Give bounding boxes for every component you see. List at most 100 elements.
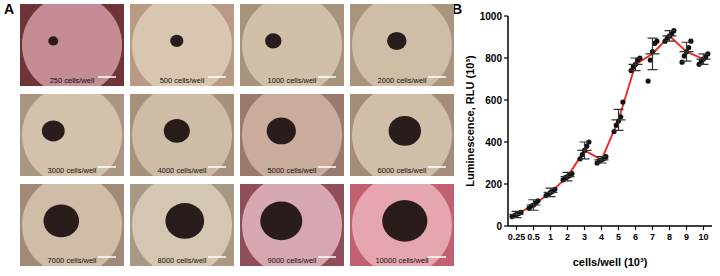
y-tick xyxy=(504,15,508,16)
x-tick-label: 8 xyxy=(667,232,672,242)
caption: 500 cells/well xyxy=(160,76,205,85)
well xyxy=(242,94,342,176)
error-bar xyxy=(595,157,609,163)
x-tick-label: 4 xyxy=(599,232,604,242)
replicate-point xyxy=(612,129,617,134)
micrograph: 10000 cells/well xyxy=(350,175,454,275)
caption: 2000 cells/well xyxy=(378,76,427,85)
replicate-point xyxy=(680,60,685,65)
scale-bar xyxy=(428,166,446,168)
y-tick xyxy=(504,183,508,184)
replicate-point xyxy=(646,79,651,84)
x-tick xyxy=(669,226,670,230)
x-tick-label: 7 xyxy=(650,232,655,242)
replicate-point xyxy=(654,39,659,44)
well xyxy=(22,94,122,176)
y-axis-label: Luminescence, RLU (10³) xyxy=(464,55,476,187)
image xyxy=(130,184,234,266)
y-tick-label: 1000 xyxy=(480,11,503,22)
well xyxy=(22,4,122,86)
replicate-point xyxy=(620,100,625,105)
well xyxy=(352,4,452,86)
y-axis xyxy=(507,16,509,226)
image xyxy=(130,94,234,176)
caption: 6000 cells/well xyxy=(378,166,427,175)
x-tick-label: 6 xyxy=(633,232,638,242)
error-bar xyxy=(680,42,694,61)
spheroid xyxy=(265,33,281,48)
micrograph: 8000 cells/well xyxy=(130,175,234,275)
image xyxy=(240,184,344,266)
y-tick xyxy=(504,141,508,142)
caption: 4000 cells/well xyxy=(158,166,207,175)
well xyxy=(242,4,342,86)
panel-label: A xyxy=(4,1,14,17)
x-tick xyxy=(584,226,585,230)
error-bar xyxy=(629,58,643,71)
image xyxy=(240,4,344,86)
x-axis-label: cells/well (10³) xyxy=(573,256,648,268)
caption: 7000 cells/well xyxy=(48,256,97,265)
well xyxy=(242,184,342,266)
spheroid xyxy=(48,36,58,45)
micrograph: 500 cells/well xyxy=(130,0,234,95)
spheroid xyxy=(165,203,204,239)
x-tick xyxy=(516,226,517,230)
well xyxy=(22,184,122,266)
caption: 3000 cells/well xyxy=(48,166,97,175)
scale-bar xyxy=(318,166,336,168)
x-tick-label: 0.5 xyxy=(527,232,540,242)
micrograph: 7000 cells/well xyxy=(20,175,124,275)
y-tick xyxy=(504,57,508,58)
x-tick xyxy=(533,226,534,230)
x-tick xyxy=(601,226,602,230)
well xyxy=(132,184,232,266)
x-tick xyxy=(686,226,687,230)
plot-area xyxy=(509,28,710,219)
image xyxy=(20,4,124,86)
image xyxy=(350,94,454,176)
error-bar xyxy=(561,172,575,180)
spheroid xyxy=(389,116,421,146)
x-tick xyxy=(703,226,704,230)
x-tick xyxy=(567,226,568,230)
caption: 10000 cells/well xyxy=(376,256,429,265)
caption: 8000 cells/well xyxy=(158,256,207,265)
scale-bar xyxy=(318,256,336,258)
x-tick xyxy=(550,226,551,230)
scale-bar xyxy=(428,256,446,258)
x-tick-label: 1 xyxy=(548,232,553,242)
scale-bar xyxy=(318,76,336,78)
scale-bar xyxy=(208,256,226,258)
mean-line xyxy=(517,36,704,215)
x-tick-label: 0.25 xyxy=(508,232,526,242)
image xyxy=(130,4,234,86)
replicate-point xyxy=(569,171,574,176)
image xyxy=(240,94,344,176)
scale-bar xyxy=(98,256,116,258)
spheroid xyxy=(267,117,296,144)
y-tick-label: 600 xyxy=(485,95,502,106)
spheroid xyxy=(42,120,65,141)
scale-bar xyxy=(98,76,116,78)
x-tick-label: 9 xyxy=(684,232,689,242)
spheroid xyxy=(43,205,79,238)
well xyxy=(352,184,452,266)
x-tick-label: 2 xyxy=(565,232,570,242)
y-tick-label: 800 xyxy=(485,53,502,64)
micrograph: 3000 cells/well xyxy=(20,85,124,185)
replicate-point xyxy=(552,187,557,192)
well xyxy=(132,4,232,86)
spheroid xyxy=(387,32,407,50)
scale-bar xyxy=(98,166,116,168)
spheroid xyxy=(260,202,302,241)
y-tick-label: 400 xyxy=(485,137,502,148)
error-bar xyxy=(544,188,558,196)
panel-a: 250 cells/well500 cells/well1000 cells/w… xyxy=(20,0,454,275)
error-bar xyxy=(578,142,592,159)
caption: 9000 cells/well xyxy=(268,256,317,265)
image xyxy=(20,184,124,266)
micrograph: 9000 cells/well xyxy=(240,175,344,275)
caption: 250 cells/well xyxy=(50,76,95,85)
replicate-point xyxy=(535,198,540,203)
